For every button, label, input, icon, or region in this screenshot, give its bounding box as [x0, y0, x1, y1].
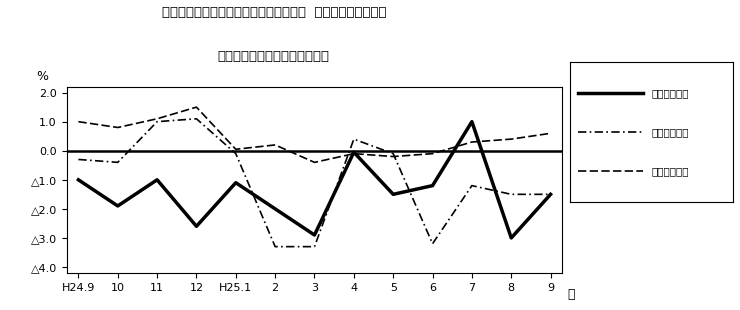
総実労働時間: [74, 157, 83, 161]
総実労働時間: [310, 245, 319, 249]
常用雇用指数: [271, 143, 280, 147]
現金給与総額: [349, 150, 358, 154]
Text: 月: 月: [568, 288, 575, 301]
常用雇用指数: [152, 117, 161, 121]
総実労働時間: [468, 184, 477, 188]
総実労働時間: [349, 137, 358, 141]
現金給与総額: [113, 204, 122, 208]
Line: 現金給与総額: 現金給与総額: [78, 122, 551, 238]
常用雇用指数: [113, 126, 122, 129]
現金給与総額: [232, 181, 240, 184]
総実労働時間: [388, 152, 397, 156]
現金給与総額: [310, 233, 319, 237]
常用雇用指数: [192, 105, 201, 109]
総実労働時間: [113, 161, 122, 164]
Y-axis label: %: %: [36, 70, 48, 83]
Text: 総実労働時間: 総実労働時間: [651, 127, 689, 137]
常用雇用指数: [349, 152, 358, 156]
Line: 常用雇用指数: 常用雇用指数: [78, 107, 551, 162]
総実労働時間: [428, 242, 437, 246]
常用雇用指数: [74, 120, 83, 124]
現金給与総額: [271, 207, 280, 211]
常用雇用指数: [232, 148, 240, 151]
現金給与総額: [192, 224, 201, 228]
総実労働時間: [232, 152, 240, 156]
常用雇用指数: [546, 131, 555, 135]
Text: 現金給与総額: 現金給与総額: [651, 88, 689, 98]
現金給与総額: [468, 120, 477, 124]
現金給与総額: [388, 193, 397, 196]
Line: 総実労働時間: 総実労働時間: [78, 119, 551, 247]
Text: 第４図　賃金、労働時間、常用雇用指数  対前年同月比の推移: 第４図 賃金、労働時間、常用雇用指数 対前年同月比の推移: [161, 6, 386, 19]
現金給与総額: [507, 236, 516, 240]
Text: 常用雇用指数: 常用雇用指数: [651, 166, 689, 176]
総実労働時間: [152, 120, 161, 124]
総実労働時間: [546, 193, 555, 196]
常用雇用指数: [428, 152, 437, 156]
総実労働時間: [271, 245, 280, 249]
総実労働時間: [192, 117, 201, 121]
現金給与総額: [428, 184, 437, 188]
Text: （規模５人以上　調査産業計）: （規模５人以上 調査産業計）: [218, 50, 330, 63]
常用雇用指数: [507, 137, 516, 141]
現金給与総額: [74, 178, 83, 182]
現金給与総額: [546, 193, 555, 196]
常用雇用指数: [310, 161, 319, 164]
常用雇用指数: [468, 140, 477, 144]
常用雇用指数: [388, 155, 397, 158]
総実労働時間: [507, 193, 516, 196]
現金給与総額: [152, 178, 161, 182]
